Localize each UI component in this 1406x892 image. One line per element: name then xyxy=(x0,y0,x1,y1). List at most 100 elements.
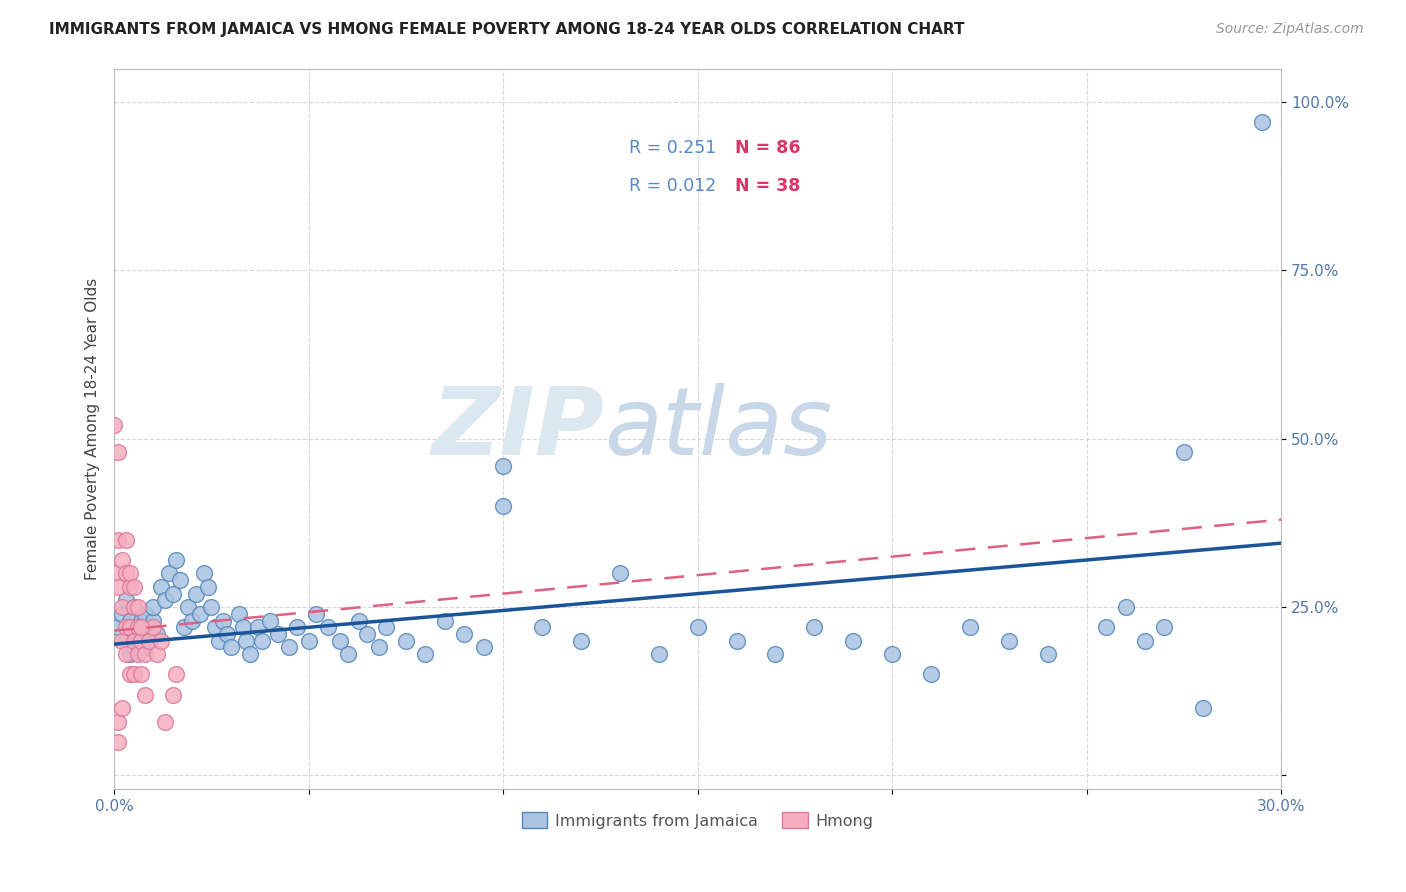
Point xyxy=(111,633,134,648)
Point xyxy=(122,600,145,615)
Point xyxy=(107,735,129,749)
Point xyxy=(1115,600,1137,615)
Point xyxy=(228,607,250,621)
Point xyxy=(232,620,254,634)
Text: ZIP: ZIP xyxy=(432,383,605,475)
Point xyxy=(278,640,301,655)
Point xyxy=(173,620,195,634)
Point xyxy=(127,633,149,648)
Point xyxy=(153,593,176,607)
Point xyxy=(842,633,865,648)
Point xyxy=(107,580,129,594)
Point xyxy=(122,627,145,641)
Point xyxy=(1095,620,1118,634)
Point xyxy=(149,580,172,594)
Point xyxy=(181,614,204,628)
Point xyxy=(127,620,149,634)
Point xyxy=(127,647,149,661)
Point xyxy=(453,627,475,641)
Point xyxy=(127,600,149,615)
Point xyxy=(375,620,398,634)
Point xyxy=(193,566,215,581)
Text: atlas: atlas xyxy=(605,384,832,475)
Point xyxy=(115,620,138,634)
Point xyxy=(107,714,129,729)
Point xyxy=(111,701,134,715)
Y-axis label: Female Poverty Among 18-24 Year Olds: Female Poverty Among 18-24 Year Olds xyxy=(86,277,100,580)
Point xyxy=(111,553,134,567)
Text: R = 0.012: R = 0.012 xyxy=(628,178,717,195)
Point xyxy=(472,640,495,655)
Point xyxy=(146,647,169,661)
Point xyxy=(247,620,270,634)
Point xyxy=(1192,701,1215,715)
Point xyxy=(285,620,308,634)
Point xyxy=(433,614,456,628)
Point xyxy=(142,614,165,628)
Point xyxy=(127,620,149,634)
Point xyxy=(298,633,321,648)
Point xyxy=(134,647,156,661)
Point xyxy=(803,620,825,634)
Point xyxy=(204,620,226,634)
Point xyxy=(107,445,129,459)
Text: Source: ZipAtlas.com: Source: ZipAtlas.com xyxy=(1216,22,1364,37)
Point xyxy=(149,633,172,648)
Point xyxy=(122,633,145,648)
Point xyxy=(200,600,222,615)
Point xyxy=(118,647,141,661)
Point xyxy=(1036,647,1059,661)
Point xyxy=(134,640,156,655)
Point xyxy=(239,647,262,661)
Point xyxy=(215,627,238,641)
Point xyxy=(115,593,138,607)
Point xyxy=(686,620,709,634)
Point xyxy=(184,587,207,601)
Point xyxy=(153,714,176,729)
Point xyxy=(134,688,156,702)
Point xyxy=(1153,620,1175,634)
Point xyxy=(197,580,219,594)
Point xyxy=(356,627,378,641)
Point xyxy=(165,667,187,681)
Point xyxy=(115,533,138,547)
Point xyxy=(138,620,160,634)
Point xyxy=(177,600,200,615)
Point xyxy=(118,566,141,581)
Point xyxy=(188,607,211,621)
Point xyxy=(266,627,288,641)
Point xyxy=(138,633,160,648)
Point xyxy=(131,667,153,681)
Point xyxy=(336,647,359,661)
Point xyxy=(920,667,942,681)
Point xyxy=(259,614,281,628)
Point xyxy=(118,580,141,594)
Point xyxy=(219,640,242,655)
Point xyxy=(134,607,156,621)
Point xyxy=(415,647,437,661)
Point xyxy=(142,600,165,615)
Text: N = 38: N = 38 xyxy=(734,178,800,195)
Point xyxy=(316,620,339,634)
Point xyxy=(115,633,138,648)
Point xyxy=(111,607,134,621)
Point xyxy=(235,633,257,648)
Point xyxy=(765,647,787,661)
Point xyxy=(169,573,191,587)
Legend: Immigrants from Jamaica, Hmong: Immigrants from Jamaica, Hmong xyxy=(515,805,880,835)
Point xyxy=(367,640,389,655)
Point xyxy=(349,614,371,628)
Point xyxy=(107,620,129,634)
Point xyxy=(138,633,160,648)
Point xyxy=(142,620,165,634)
Point xyxy=(609,566,631,581)
Point xyxy=(725,633,748,648)
Point xyxy=(959,620,981,634)
Point xyxy=(250,633,273,648)
Point xyxy=(118,620,141,634)
Point xyxy=(122,667,145,681)
Point xyxy=(131,627,153,641)
Point xyxy=(648,647,671,661)
Point xyxy=(1133,633,1156,648)
Point xyxy=(212,614,235,628)
